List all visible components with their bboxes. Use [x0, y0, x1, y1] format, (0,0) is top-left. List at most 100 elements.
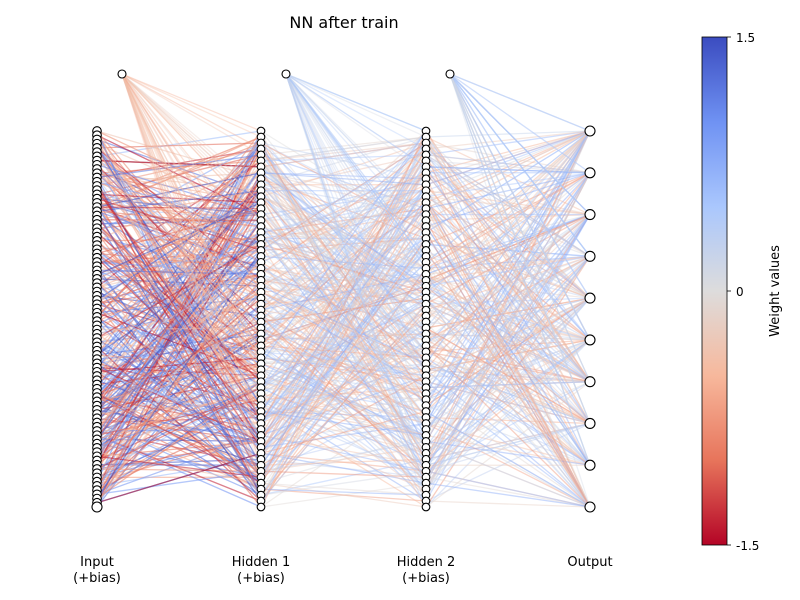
- edge-input-hidden1: [96, 223, 262, 365]
- edge-hidden1-hidden2: [260, 166, 427, 329]
- edge-hidden1-hidden2: [260, 160, 427, 353]
- edge-hidden1-hidden2: [260, 166, 427, 341]
- edge-input-hidden1: [96, 130, 262, 157]
- edge-hidden1-hidden2: [260, 249, 427, 436]
- edge-hidden1-hidden2: [260, 261, 427, 359]
- edge-bias-2: [449, 73, 591, 508]
- edge-bias-0: [121, 73, 262, 156]
- edge-hidden2-output: [425, 213, 591, 281]
- edge-hidden1-hidden2: [260, 291, 427, 389]
- input-neuron-last: [91, 501, 103, 513]
- edge-hidden2-output: [425, 297, 591, 383]
- edge-input-hidden1: [96, 197, 262, 251]
- edge-hidden2-output: [425, 154, 591, 174]
- edge-hidden1-hidden2: [260, 351, 427, 365]
- edge-hidden2-output: [425, 166, 591, 174]
- edge-hidden2-output: [425, 339, 591, 401]
- edge-hidden1-hidden2: [260, 386, 427, 401]
- edge-hidden2-output: [425, 327, 591, 466]
- edge-input-hidden1: [96, 299, 262, 424]
- edge-hidden1-hidden2: [260, 148, 427, 400]
- edge-input-hidden1: [96, 345, 262, 502]
- edge-hidden2-output: [425, 285, 591, 424]
- edge-bias-2: [449, 73, 591, 424]
- edge-hidden2-output: [425, 333, 591, 341]
- edge-hidden1-hidden2: [260, 261, 427, 418]
- edge-hidden1-hidden2: [260, 273, 427, 395]
- edge-hidden2-output: [425, 363, 591, 425]
- edge-hidden1-hidden2: [260, 148, 427, 293]
- edge-input-hidden1: [96, 159, 262, 168]
- edge-hidden1-hidden2: [260, 393, 427, 484]
- edge-input-hidden1: [96, 237, 262, 242]
- edge-bias-0: [121, 73, 262, 132]
- edge-hidden1-hidden2: [260, 333, 427, 502]
- edge-hidden1-hidden2: [260, 369, 427, 436]
- edge-hidden2-output: [425, 500, 591, 508]
- edge-hidden1-hidden2: [260, 196, 427, 234]
- edge-hidden2-output: [425, 255, 591, 412]
- edge-input-hidden1: [96, 381, 262, 449]
- edge-hidden2-output: [425, 172, 591, 263]
- edge-hidden1-hidden2: [260, 142, 427, 251]
- edge-bias-1: [285, 73, 427, 496]
- edge-hidden1-hidden2: [260, 488, 427, 496]
- edge-hidden1-hidden2: [260, 160, 427, 448]
- edge-hidden1-hidden2: [260, 345, 427, 454]
- colorbar-tick-label-mid: 0: [736, 285, 744, 299]
- edge-hidden1-hidden2: [260, 488, 427, 502]
- edge-input-hidden1: [96, 223, 262, 377]
- edge-hidden2-output: [425, 387, 591, 466]
- edge-hidden2-output: [425, 166, 591, 299]
- edge-hidden2-output: [425, 297, 591, 448]
- edge-hidden2-output: [425, 351, 591, 383]
- edge-input-hidden1: [96, 366, 262, 442]
- edge-hidden1-hidden2: [260, 404, 427, 437]
- edge-hidden1-hidden2: [260, 208, 427, 365]
- edge-hidden2-output: [425, 345, 591, 508]
- edge-hidden1-hidden2: [260, 136, 427, 186]
- edge-hidden1-hidden2: [260, 297, 427, 323]
- edge-hidden1-hidden2: [260, 357, 427, 371]
- edge-hidden1-hidden2: [260, 291, 427, 377]
- edge-bias-2: [449, 73, 591, 466]
- edge-bias-2: [449, 73, 591, 382]
- edge-input-hidden1: [96, 267, 262, 487]
- edge-bias-2: [449, 73, 591, 257]
- edge-hidden1-hidden2: [260, 201, 427, 246]
- edge-hidden1-hidden2: [260, 285, 427, 329]
- edge-hidden2-output: [425, 297, 591, 395]
- edge-hidden2-output: [425, 237, 591, 424]
- edge-hidden2-output: [425, 130, 591, 138]
- edge-bias-0: [121, 73, 262, 317]
- edge-hidden2-output: [425, 273, 591, 383]
- output-neuron: [584, 459, 596, 471]
- edge-bias-0: [121, 73, 262, 221]
- edge-hidden2-output: [425, 172, 591, 269]
- edge-bias-2: [449, 73, 591, 466]
- edge-hidden2-output: [425, 273, 591, 424]
- edge-hidden2-output: [425, 226, 591, 466]
- edge-hidden1-hidden2: [260, 273, 427, 281]
- edge-hidden1-hidden2: [260, 148, 427, 245]
- edge-hidden1-hidden2: [260, 172, 427, 186]
- edge-hidden2-output: [425, 130, 591, 329]
- edge-bias-0: [121, 73, 262, 466]
- edge-hidden2-output: [425, 202, 591, 508]
- edge-hidden1-hidden2: [260, 160, 427, 317]
- edge-hidden2-output: [425, 297, 591, 377]
- edge-hidden1-hidden2: [260, 261, 427, 353]
- edge-hidden1-hidden2: [260, 422, 427, 466]
- edge-hidden1-hidden2: [260, 297, 427, 436]
- edge-hidden1-hidden2: [260, 208, 427, 389]
- edge-hidden1-hidden2: [260, 142, 427, 299]
- edge-bias-2: [449, 73, 591, 216]
- edge-hidden2-output: [425, 154, 591, 341]
- edge-hidden2-output: [425, 339, 591, 430]
- edge-hidden1-hidden2: [260, 279, 427, 436]
- edge-hidden2-output: [425, 172, 591, 412]
- edge-hidden2-output: [425, 393, 591, 508]
- edge-input-hidden1: [96, 166, 262, 398]
- edge-hidden2-output: [425, 339, 591, 413]
